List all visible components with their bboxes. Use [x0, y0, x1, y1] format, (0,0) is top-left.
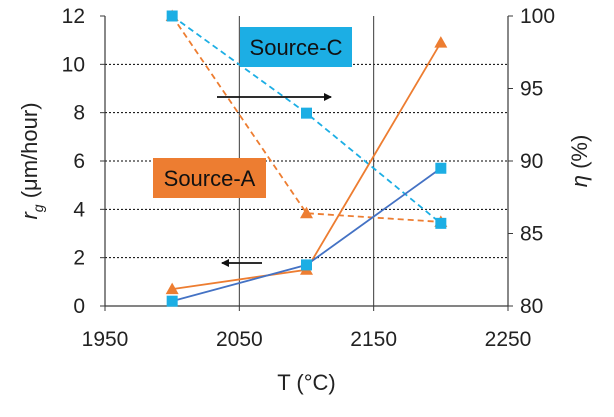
- series-label-box: Source-A: [153, 158, 266, 198]
- y-left-tick-label: 12: [62, 5, 85, 28]
- y-right-axis-title: η (%): [567, 135, 592, 188]
- y-left-tick-label: 10: [62, 53, 85, 76]
- tick-labels: 0 2 4 6 8 10 12 80 85 90 95 100 1950 2050 2150 2250 T (°…: [17, 5, 592, 395]
- annotations: Source-C Source-A: [153, 27, 352, 267]
- series-label-text: Source-C: [250, 35, 343, 60]
- x-tick-label: 2050: [216, 328, 263, 351]
- y-right-tick-label: 100: [520, 5, 555, 28]
- y-left-unit: (μm/hour): [17, 102, 42, 204]
- y-right-unit: (%): [567, 135, 592, 175]
- data-point: [435, 162, 447, 174]
- y-left-subscript: g: [30, 204, 46, 212]
- series-label-box: Source-C: [240, 27, 352, 67]
- data-point: [301, 107, 312, 119]
- y-left-axis-title: rg (μm/hour): [17, 102, 46, 219]
- x-axis-title: T (°C): [277, 370, 336, 395]
- y-right-tick-label: 85: [520, 223, 543, 246]
- data-point: [301, 259, 312, 271]
- data-point: [165, 282, 179, 295]
- series-layer: [165, 9, 448, 307]
- y-left-tick-label: 6: [73, 150, 85, 173]
- data-point: [434, 36, 448, 48]
- y-right-symbol: η: [567, 175, 592, 187]
- series-source-c-solid: [166, 162, 447, 307]
- y-left-symbol: r: [17, 211, 42, 220]
- y-right-tick-label: 95: [520, 78, 543, 101]
- x-tick-label: 2150: [350, 328, 397, 351]
- y-left-tick-label: 0: [73, 295, 85, 318]
- y-left-tick-label: 2: [73, 247, 85, 270]
- series-source-c-dashed: [166, 10, 447, 229]
- data-point: [166, 295, 178, 307]
- y-right-tick-label: 90: [520, 150, 543, 173]
- data-point: [435, 217, 447, 229]
- y-left-tick-label: 4: [73, 198, 85, 221]
- x-tick-label: 2250: [485, 328, 532, 351]
- y-right-tick-label: 80: [520, 295, 543, 318]
- data-point: [166, 10, 178, 22]
- series-label-background: [240, 27, 352, 67]
- y-left-tick-label: 8: [73, 102, 85, 125]
- series-label-text: Source-A: [164, 166, 256, 191]
- series-label-background: [153, 158, 266, 198]
- x-tick-label: 1950: [82, 328, 129, 351]
- data-point: [300, 206, 313, 219]
